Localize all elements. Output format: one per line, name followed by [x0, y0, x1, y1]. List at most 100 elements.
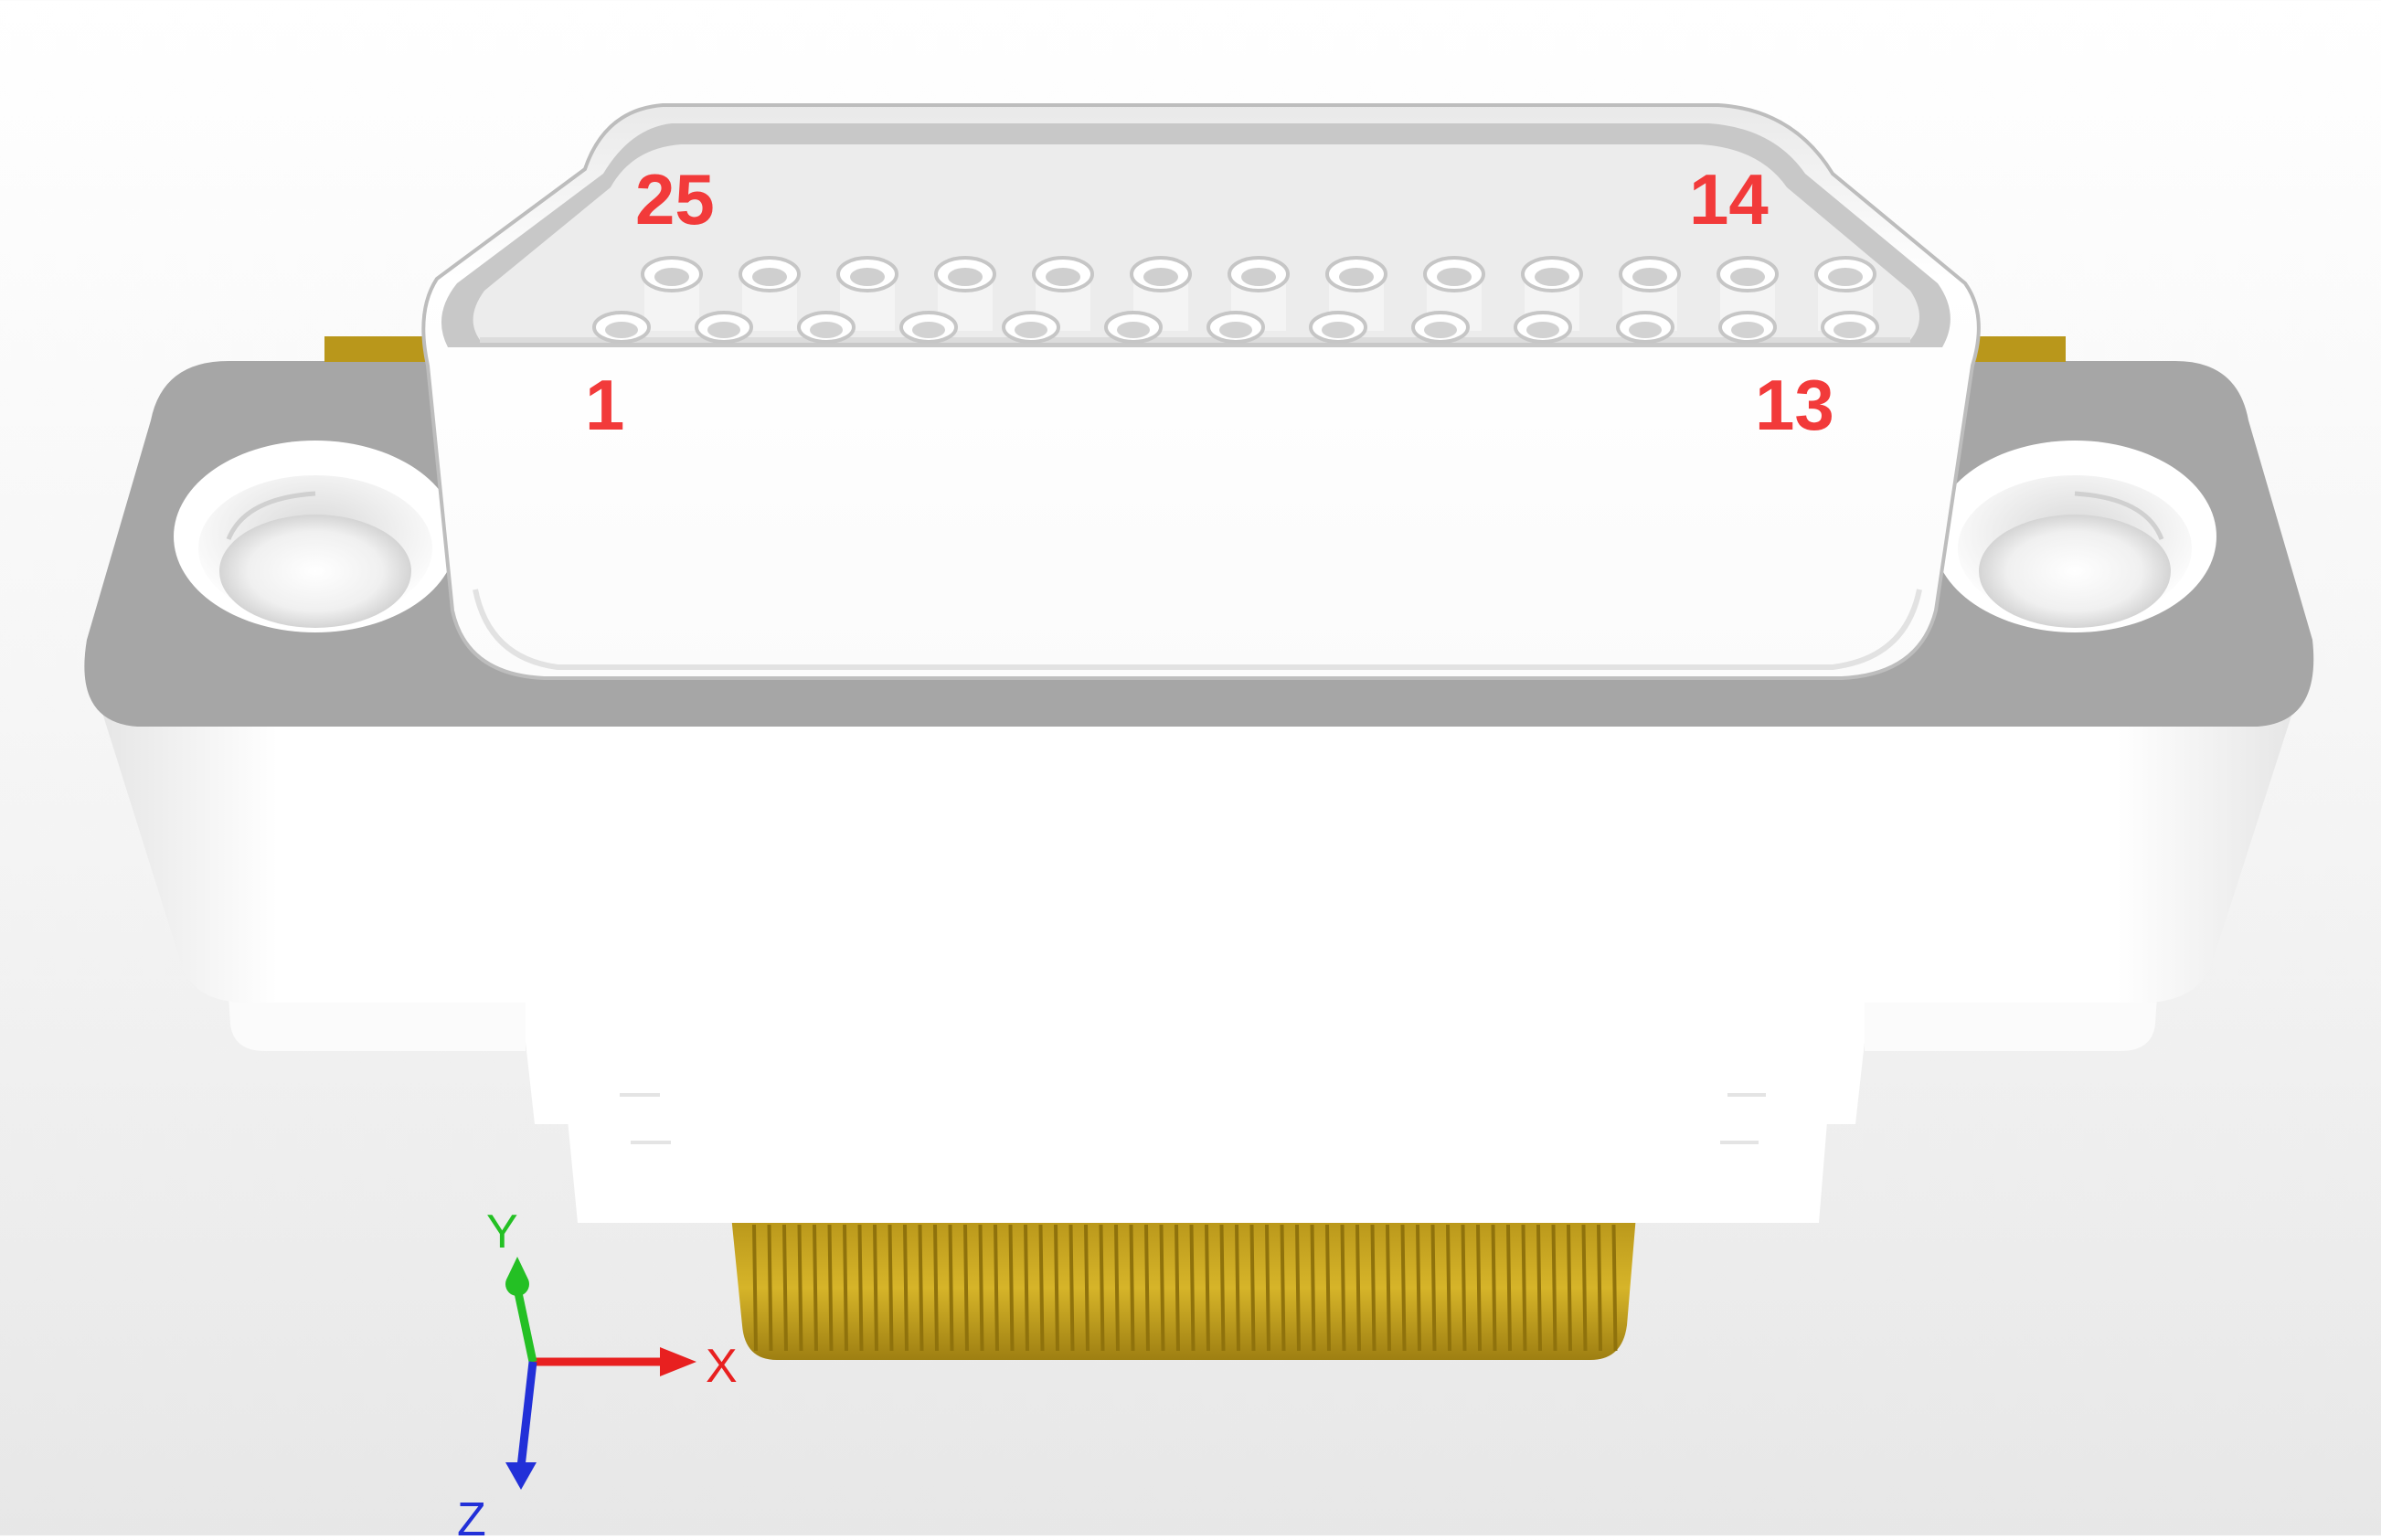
- contact-stripe: [1068, 1224, 1075, 1352]
- contact-stripe: [1430, 1224, 1437, 1352]
- z-axis-arrow: [505, 1462, 537, 1490]
- socket-bottom: [592, 311, 651, 344]
- contact-stripe: [1280, 1224, 1286, 1352]
- contact-stripe: [1446, 1224, 1451, 1352]
- contact-stripe: [1476, 1224, 1482, 1352]
- contact-stripe: [1400, 1224, 1407, 1352]
- left-foot: [229, 996, 526, 1051]
- contact-stripe: [827, 1224, 834, 1352]
- contact-stripe: [1597, 1224, 1602, 1352]
- contact-stripe: [903, 1224, 909, 1352]
- contact-stripe: [994, 1224, 999, 1352]
- contact-stripe: [1084, 1224, 1090, 1352]
- right-foot: [1865, 996, 2157, 1051]
- contact-stripe: [1295, 1224, 1301, 1352]
- z-axis-label: Z: [457, 1493, 486, 1535]
- pin-label-13: 13: [1755, 365, 1834, 445]
- contact-stripe: [1310, 1224, 1316, 1352]
- contact-stripe: [1235, 1224, 1240, 1352]
- contact-stripe: [1008, 1224, 1015, 1352]
- contact-stripe: [857, 1224, 864, 1352]
- x-axis-label: X: [706, 1340, 738, 1393]
- contact-stripe: [1536, 1224, 1542, 1352]
- right-mounting-hole: [1933, 441, 2216, 632]
- socket-bottom: [1514, 311, 1572, 344]
- z-axis-line: [516, 1361, 537, 1468]
- socket-top: [836, 256, 898, 331]
- rear-body-upper: [521, 1001, 1869, 1124]
- y-axis-line: [512, 1283, 537, 1363]
- contact-stripe: [1129, 1224, 1135, 1352]
- contact-stripe: [767, 1224, 773, 1352]
- socket-bottom: [1309, 311, 1367, 344]
- contact-stripe: [1205, 1224, 1210, 1352]
- socket-bottom: [899, 311, 958, 344]
- contact-stripe: [1370, 1224, 1377, 1352]
- contact-stripe: [1551, 1224, 1557, 1352]
- contact-stripe: [1219, 1224, 1226, 1352]
- contact-stripe: [782, 1224, 788, 1352]
- contact-stripe: [1461, 1224, 1467, 1352]
- contact-stripe: [1249, 1224, 1256, 1352]
- contact-stripe: [1099, 1224, 1105, 1352]
- contact-stripe: [1024, 1224, 1029, 1352]
- d-sub-shell: [421, 103, 1981, 680]
- socket-bottom: [797, 311, 856, 344]
- contact-stripes: [752, 1224, 1618, 1352]
- pin-label-1: 1: [585, 365, 624, 445]
- contact-stripe: [918, 1224, 924, 1352]
- contact-stripe: [1265, 1224, 1270, 1352]
- contact-stripe: [1054, 1224, 1059, 1352]
- contact-stripe: [1491, 1224, 1497, 1352]
- contact-stripe: [888, 1224, 894, 1352]
- contact-stripe: [752, 1224, 758, 1352]
- contact-stripe: [1325, 1224, 1331, 1352]
- contact-stripe: [933, 1224, 939, 1352]
- axis-triad: X Y Z: [457, 1205, 738, 1540]
- socket-bottom: [1718, 311, 1777, 344]
- flange-front: [102, 713, 2292, 1003]
- contact-stripe: [948, 1224, 954, 1352]
- x-axis-arrow: [660, 1347, 696, 1376]
- contact-stripe: [963, 1224, 969, 1352]
- contact-stripe: [1175, 1224, 1180, 1352]
- contact-stripe: [1114, 1224, 1120, 1352]
- contact-stripe: [1386, 1224, 1391, 1352]
- contact-stripe: [1611, 1224, 1618, 1352]
- socket-bottom: [695, 311, 753, 344]
- contact-stripe: [1144, 1224, 1150, 1352]
- contact-stripe: [1159, 1224, 1165, 1352]
- y-axis-label: Y: [486, 1205, 518, 1259]
- y-axis-tip: [505, 1272, 529, 1296]
- contact-stripe: [1416, 1224, 1421, 1352]
- socket-top: [1228, 256, 1290, 331]
- socket-bottom: [1206, 311, 1265, 344]
- contact-stripe: [797, 1224, 803, 1352]
- contact-stripe: [1567, 1224, 1572, 1352]
- contact-stripe: [1340, 1224, 1346, 1352]
- socket-row-bottom: [592, 311, 1879, 344]
- rear-body-lower: [567, 1110, 1828, 1223]
- pin-label-25: 25: [635, 159, 715, 239]
- rear-contacts: [731, 1216, 1636, 1360]
- socket-bottom: [1104, 311, 1163, 344]
- contact-stripe: [1355, 1224, 1361, 1352]
- socket-bottom: [1821, 311, 1879, 344]
- socket-top: [641, 256, 703, 331]
- contact-stripe: [843, 1224, 848, 1352]
- contact-stripe: [1506, 1224, 1512, 1352]
- contact-stripe: [1521, 1224, 1527, 1352]
- contact-stripe: [978, 1224, 984, 1352]
- contact-stripe: [813, 1224, 818, 1352]
- socket-bottom: [1411, 311, 1470, 344]
- socket-top: [1521, 256, 1583, 331]
- pin-label-14: 14: [1689, 159, 1769, 239]
- rear-contact-block: [731, 1216, 1636, 1360]
- left-mounting-hole: [174, 441, 457, 632]
- contact-stripe: [1189, 1224, 1196, 1352]
- contact-stripe: [1581, 1224, 1588, 1352]
- contact-stripe: [1038, 1224, 1045, 1352]
- socket-bottom: [1616, 311, 1674, 344]
